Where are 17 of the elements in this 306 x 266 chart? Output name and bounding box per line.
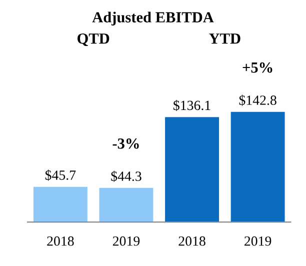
bar xyxy=(33,186,88,222)
annotation: -3% xyxy=(112,138,139,149)
x-tick-label: 2018 xyxy=(47,236,74,246)
data-label: $142.8 xyxy=(239,94,276,106)
x-tick-label: 2018 xyxy=(178,236,206,246)
bar xyxy=(99,188,154,222)
bar xyxy=(165,117,219,222)
data-label: $45.7 xyxy=(45,170,76,181)
text: YTD xyxy=(209,34,240,44)
chart-title: Adjusted EBITDA xyxy=(92,12,214,26)
x-tick-label: 2019 xyxy=(244,236,272,246)
text: +5% xyxy=(242,62,272,73)
data-label: $44.3 xyxy=(111,170,142,182)
data-label: $136.1 xyxy=(174,100,210,112)
x-tick-label: 2019 xyxy=(112,236,140,246)
text: QTD xyxy=(78,33,110,46)
bar xyxy=(230,112,285,222)
